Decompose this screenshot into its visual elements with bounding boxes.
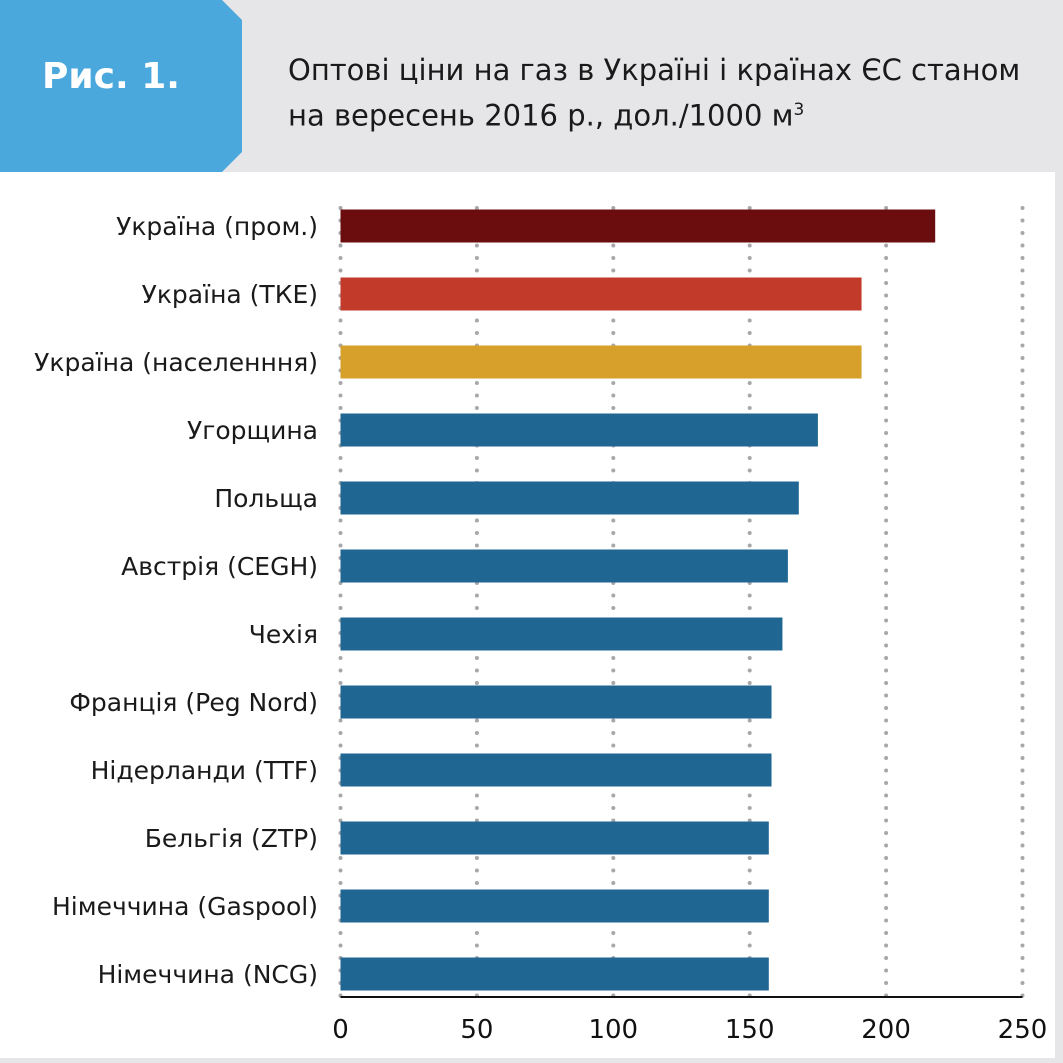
bar — [340, 209, 936, 243]
chart-title-superscript: 3 — [793, 100, 805, 120]
chart-title: Оптові ціни на газ в Україні і країнах Є… — [288, 50, 1020, 136]
bar — [340, 549, 788, 583]
category-label: Нідерланди (TTF) — [91, 756, 318, 785]
chart-title-line1: Оптові ціни на газ в Україні і країнах Є… — [288, 53, 1021, 87]
category-label: Чехія — [249, 620, 318, 649]
category-label: Україна (ТКЕ) — [142, 280, 318, 309]
category-label: Франція (Peg Nord) — [69, 688, 318, 717]
chart-panel: 0 50 100 150 200 250 Україна (пром.) Україна (Т… — [0, 172, 1055, 1058]
category-label: Угорщина — [187, 416, 318, 445]
bar — [340, 889, 769, 923]
bar — [340, 345, 862, 379]
bar — [340, 481, 799, 515]
chart-title-line2: на вересень 2016 р., дол./1000 м — [288, 98, 794, 133]
x-tick-label: 150 — [725, 1015, 775, 1045]
bar-chart: 0 50 100 150 200 250 Україна (пром.) Україна (Т… — [34, 206, 1048, 1045]
bar — [340, 413, 818, 447]
x-tick-label: 250 — [998, 1015, 1048, 1045]
figure-label: Рис. 1. — [42, 56, 180, 97]
category-label: Німеччина (Gaspool) — [52, 892, 318, 921]
bar — [340, 277, 862, 311]
category-label: Україна (пром.) — [116, 212, 318, 241]
figure-label-tab — [0, 0, 242, 172]
bar — [340, 821, 769, 855]
category-label: Австрія (CEGH) — [121, 552, 318, 581]
category-label: Бельгія (ZTP) — [145, 824, 318, 853]
x-tick-label: 100 — [588, 1015, 638, 1045]
category-label: Польща — [214, 484, 318, 513]
bar — [340, 617, 783, 651]
x-tick-label: 200 — [861, 1015, 911, 1045]
category-label: Німеччина (NCG) — [98, 960, 318, 989]
x-tick-label: 0 — [332, 1015, 349, 1045]
bar — [340, 753, 772, 787]
bar — [340, 685, 772, 719]
x-tick-label: 50 — [460, 1015, 493, 1045]
category-label: Україна (населенння) — [34, 348, 318, 377]
bar — [340, 957, 769, 991]
